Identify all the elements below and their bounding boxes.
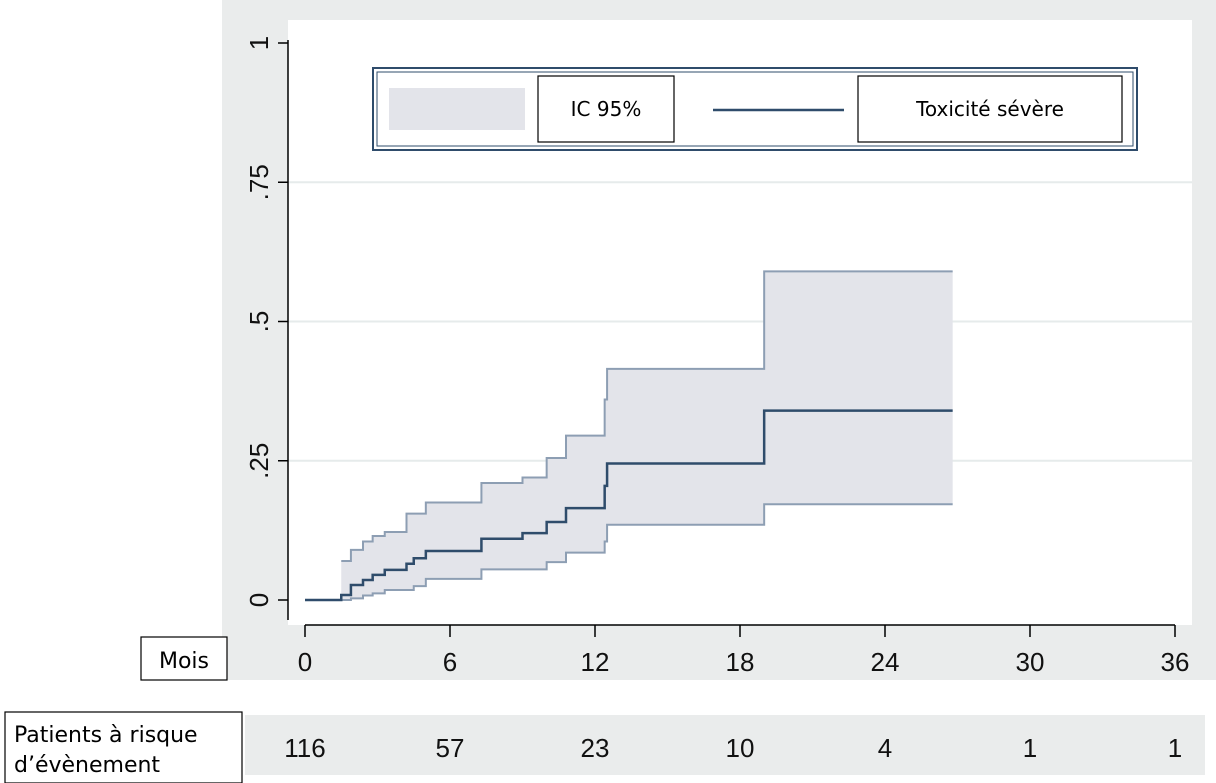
legend-band-swatch	[389, 88, 525, 130]
x-tick-label: 0	[298, 647, 312, 677]
ci-band-layer	[341, 270, 953, 601]
x-tick-label: 18	[726, 647, 755, 677]
risk-label-line1: Patients à risque	[14, 723, 198, 748]
survival-curve-layer	[305, 409, 953, 602]
risk-count: 1	[1168, 733, 1182, 763]
risk-count: 23	[581, 733, 610, 763]
x-tick-label: 24	[871, 647, 900, 677]
y-tick-label: .25	[244, 443, 274, 479]
risk-count: 10	[726, 733, 755, 763]
x-tick-label: 36	[1161, 647, 1190, 677]
toxicity-curve	[305, 409, 953, 602]
ci-upper-bound	[341, 270, 953, 563]
x-tick-layer: 0 6 12 18 24 30 36	[298, 625, 1190, 677]
risk-label-line2: d’évènement	[14, 753, 160, 778]
x-tick-label: 6	[443, 647, 457, 677]
legend-label-toxicity: Toxicité sévère	[915, 97, 1064, 121]
y-tick-label: .5	[244, 311, 274, 333]
y-tick-layer: 0 .25 .5 .75 1	[244, 36, 288, 607]
y-tick-label: 0	[244, 593, 274, 607]
risk-count: 1	[1023, 733, 1037, 763]
x-label-box	[140, 636, 228, 681]
patients-at-risk-row: 116 57 23 10 4 1 1	[284, 733, 1182, 763]
x-axis-label: Mois	[159, 649, 209, 674]
ci-band	[341, 271, 953, 600]
risk-count: 4	[878, 733, 892, 763]
risk-label-box	[4, 711, 243, 783]
risk-strip	[245, 715, 1205, 775]
x-tick-label: 30	[1016, 647, 1045, 677]
risk-count: 116	[284, 733, 325, 763]
x-tick-label: 12	[581, 647, 610, 677]
y-tick-label: 1	[244, 36, 274, 50]
legend: IC 95% Toxicité sévère	[372, 67, 1138, 151]
risk-count: 57	[436, 733, 465, 763]
y-tick-label: .75	[244, 164, 274, 200]
legend-label-ci: IC 95%	[571, 97, 642, 121]
ci-lower-bound	[341, 503, 953, 601]
